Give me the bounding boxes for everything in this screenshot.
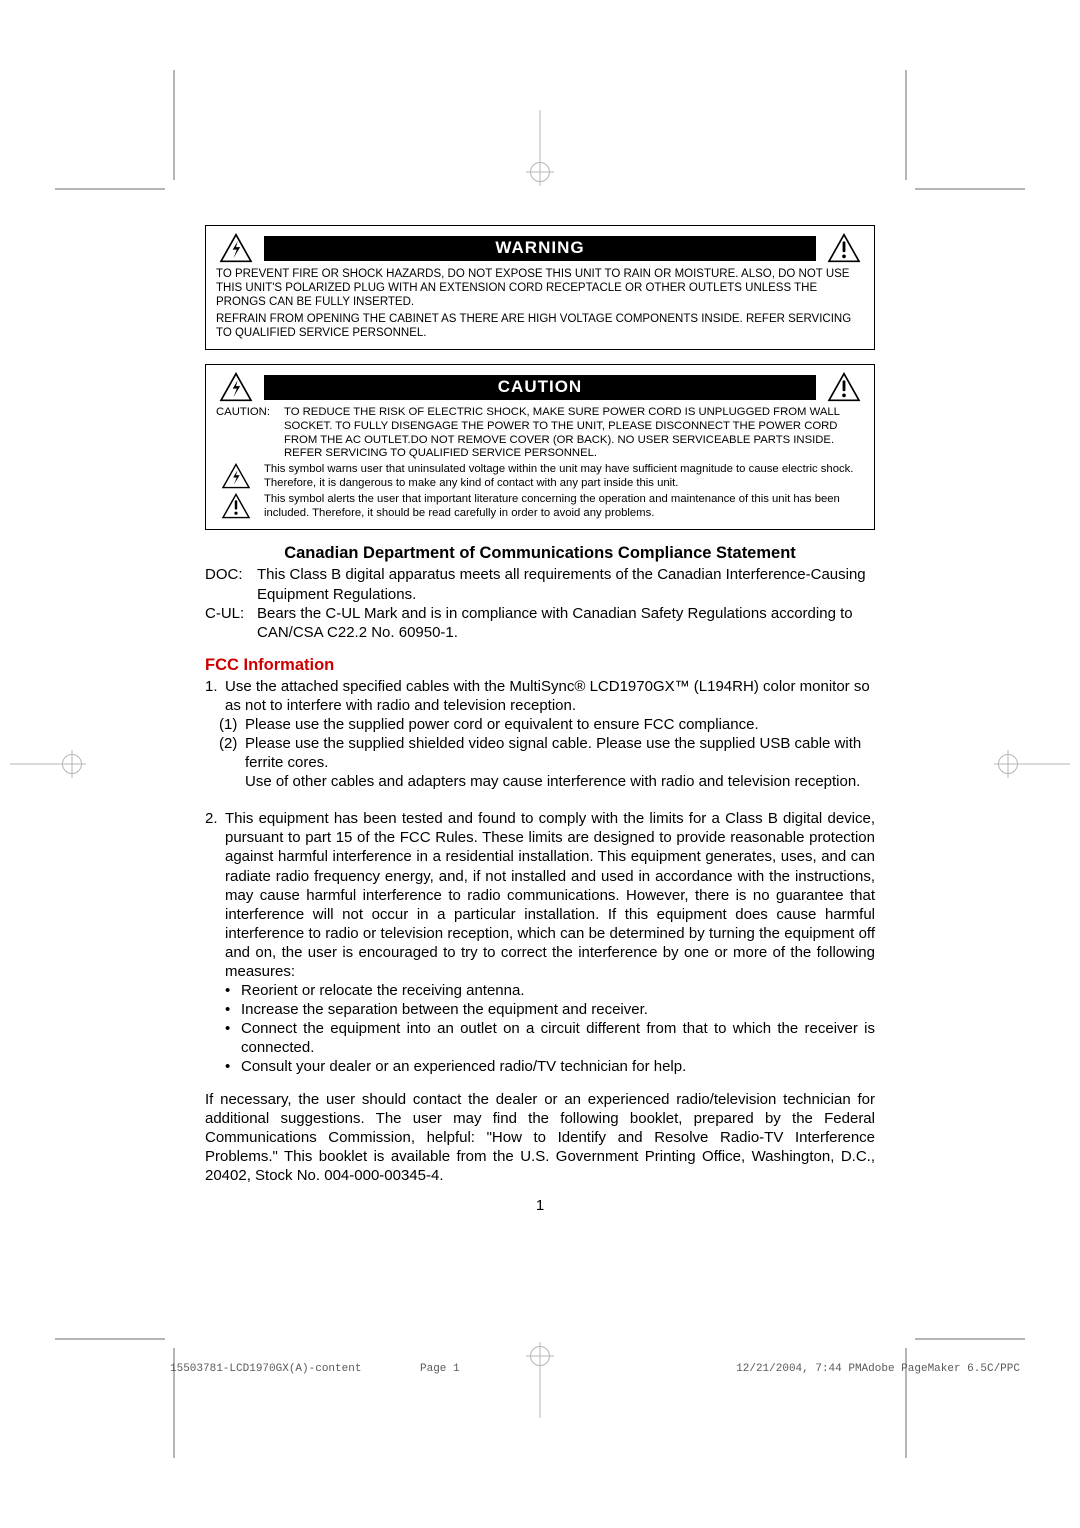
bullet-dot: • (225, 1019, 241, 1057)
fcc-item-1b: (2) Please use the supplied shielded vid… (205, 734, 875, 772)
fcc-item-1b-text: Please use the supplied shielded video s… (245, 734, 875, 772)
fcc-item-2: 2. This equipment has been tested and fo… (205, 809, 875, 980)
canadian-section: Canadian Department of Communications Co… (205, 544, 875, 642)
canadian-cul-row: C-UL: Bears the C-UL Mark and is in comp… (205, 604, 875, 642)
caution-excl-icon (824, 372, 864, 402)
fcc-section: FCC Information 1. Use the attached spec… (205, 656, 875, 1185)
warning-bolt-icon (216, 233, 256, 263)
fcc-item-1b2: Use of other cables and adapters may cau… (205, 772, 875, 791)
registration-mark-right (994, 750, 1022, 778)
caution-excl-row: This symbol alerts the user that importa… (216, 493, 864, 521)
fcc-bullet-3: • Consult your dealer or an experienced … (205, 1057, 875, 1076)
fcc-bullet-1: • Increase the separation between the eq… (205, 1000, 875, 1019)
crop-mark-tr (905, 70, 1025, 190)
caution-lead-text: TO REDUCE THE RISK OF ELECTRIC SHOCK, MA… (284, 406, 864, 461)
warning-title: WARNING (264, 236, 816, 261)
canadian-doc-text: This Class B digital apparatus meets all… (257, 565, 875, 603)
bullet-dot: • (225, 1057, 241, 1076)
print-meta-line: 15503781-LCD1970GX(A)-content Page 1 12/… (170, 1363, 1020, 1375)
caution-header: CAUTION (216, 372, 864, 402)
meta-file: 15503781-LCD1970GX(A)-content (170, 1363, 420, 1375)
fcc-bullet-0-text: Reorient or relocate the receiving anten… (241, 981, 875, 1000)
caution-bolt-mini-icon (216, 463, 256, 491)
warning-body-1: TO PREVENT FIRE OR SHOCK HAZARDS, DO NOT… (216, 267, 864, 309)
fcc-item-1a-num: (1) (219, 715, 245, 734)
warning-panel: WARNING TO PREVENT FIRE OR SHOCK HAZARDS… (205, 225, 875, 350)
bullet-dot: • (225, 981, 241, 1000)
caution-panel: CAUTION CAUTION: TO REDUCE THE RISK OF E… (205, 364, 875, 530)
fcc-bullet-2: • Connect the equipment into an outlet o… (205, 1019, 875, 1057)
caution-excl-text: This symbol alerts the user that importa… (264, 493, 864, 521)
print-sheet: WARNING TO PREVENT FIRE OR SHOCK HAZARDS… (0, 0, 1080, 1528)
meta-page: Page 1 (420, 1363, 580, 1375)
fcc-heading: FCC Information (205, 656, 875, 675)
page-number: 1 (205, 1197, 875, 1214)
crop-mark-tl (55, 70, 175, 190)
fcc-item-1b-num: (2) (219, 734, 245, 772)
fcc-item-2-text: This equipment has been tested and found… (225, 809, 875, 980)
fcc-item-1a-text: Please use the supplied power cord or eq… (245, 715, 875, 734)
fcc-bullet-1-text: Increase the separation between the equi… (241, 1000, 875, 1019)
caution-bolt-row: This symbol warns user that uninsulated … (216, 463, 864, 491)
crop-mark-bl (55, 1338, 175, 1458)
meta-stamp: 12/21/2004, 7:44 PMAdobe PageMaker 6.5C/… (736, 1363, 1020, 1375)
caution-excl-mini-icon (216, 493, 256, 521)
caution-bolt-icon (216, 372, 256, 402)
warning-excl-icon (824, 233, 864, 263)
page-content: WARNING TO PREVENT FIRE OR SHOCK HAZARDS… (205, 225, 875, 1288)
caution-lead-row: CAUTION: TO REDUCE THE RISK OF ELECTRIC … (216, 406, 864, 461)
fcc-item-1-num: 1. (205, 677, 225, 715)
canadian-cul-label: C-UL: (205, 604, 257, 642)
fcc-item-1: 1. Use the attached specified cables wit… (205, 677, 875, 715)
fcc-closing: If necessary, the user should contact th… (205, 1090, 875, 1185)
canadian-cul-text: Bears the C-UL Mark and is in compliance… (257, 604, 875, 642)
caution-bolt-text: This symbol warns user that uninsulated … (264, 463, 864, 491)
crop-mark-br (905, 1338, 1025, 1458)
warning-header: WARNING (216, 233, 864, 263)
fcc-bullet-3-text: Consult your dealer or an experienced ra… (241, 1057, 875, 1076)
warning-body-2: REFRAIN FROM OPENING THE CABINET AS THER… (216, 312, 864, 340)
registration-mark-left (58, 750, 86, 778)
canadian-heading: Canadian Department of Communications Co… (205, 544, 875, 563)
fcc-item-1-text: Use the attached specified cables with t… (225, 677, 875, 715)
registration-mark-top (526, 158, 554, 186)
canadian-doc-label: DOC: (205, 565, 257, 603)
caution-lead-label: CAUTION: (216, 406, 276, 461)
caution-title: CAUTION (264, 375, 816, 400)
fcc-bullet-2-text: Connect the equipment into an outlet on … (241, 1019, 875, 1057)
fcc-item-1a: (1) Please use the supplied power cord o… (205, 715, 875, 734)
bullet-dot: • (225, 1000, 241, 1019)
fcc-item-2-num: 2. (205, 809, 225, 980)
canadian-doc-row: DOC: This Class B digital apparatus meet… (205, 565, 875, 603)
fcc-bullet-0: • Reorient or relocate the receiving ant… (205, 981, 875, 1000)
